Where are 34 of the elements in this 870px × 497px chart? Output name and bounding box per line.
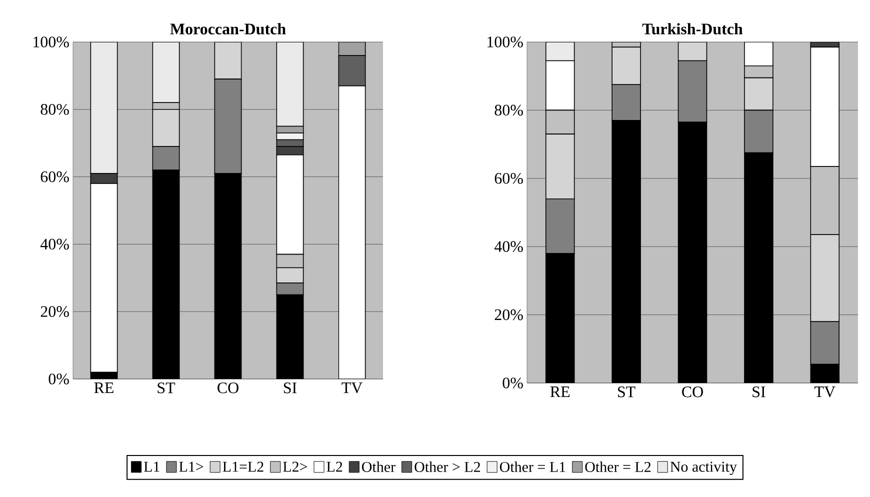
chart-title: Moroccan-Dutch — [170, 23, 286, 34]
legend-label: Other > L2 — [414, 461, 480, 472]
y-tick-label: 0% — [502, 378, 523, 388]
legend-label: L2 — [326, 462, 342, 472]
x-tick-label: ST — [618, 386, 636, 398]
x-tick-label: CO — [218, 382, 238, 394]
y-tick-label: 100% — [488, 36, 523, 48]
legend-label: L1=L2 — [222, 462, 264, 472]
legend-label: L1> — [179, 462, 204, 472]
x-tick-label: TV — [342, 382, 362, 394]
y-tick-label: 20% — [40, 306, 69, 318]
legend-label: Other = L1 — [500, 461, 566, 472]
legend-label: L2> — [283, 462, 308, 472]
y-tick-label: 60% — [40, 171, 69, 182]
x-tick-label: RE — [550, 386, 570, 397]
legend-label: No activity — [670, 462, 737, 475]
chart-title: Turkish-Dutch — [642, 23, 743, 34]
y-tick-label: 80% — [494, 104, 523, 116]
y-tick-label: 40% — [494, 241, 523, 252]
legend-label: L1 — [144, 462, 160, 472]
y-tick-label: 100% — [34, 36, 69, 48]
y-tick-label: 40% — [40, 238, 69, 250]
y-tick-label: 80% — [40, 104, 69, 115]
x-tick-label: SI — [284, 382, 297, 394]
y-tick-label: 20% — [494, 309, 523, 320]
y-tick-label: 60% — [494, 172, 523, 184]
legend-label: Other — [362, 461, 396, 472]
x-tick-label: ST — [158, 382, 176, 394]
legend-label: Other = L2 — [585, 461, 651, 472]
x-tick-label: CO — [682, 386, 703, 398]
x-tick-label: TV — [814, 386, 836, 398]
x-tick-label: SI — [752, 386, 766, 398]
x-tick-label: RE — [94, 382, 114, 393]
y-tick-label: 0% — [48, 374, 69, 384]
